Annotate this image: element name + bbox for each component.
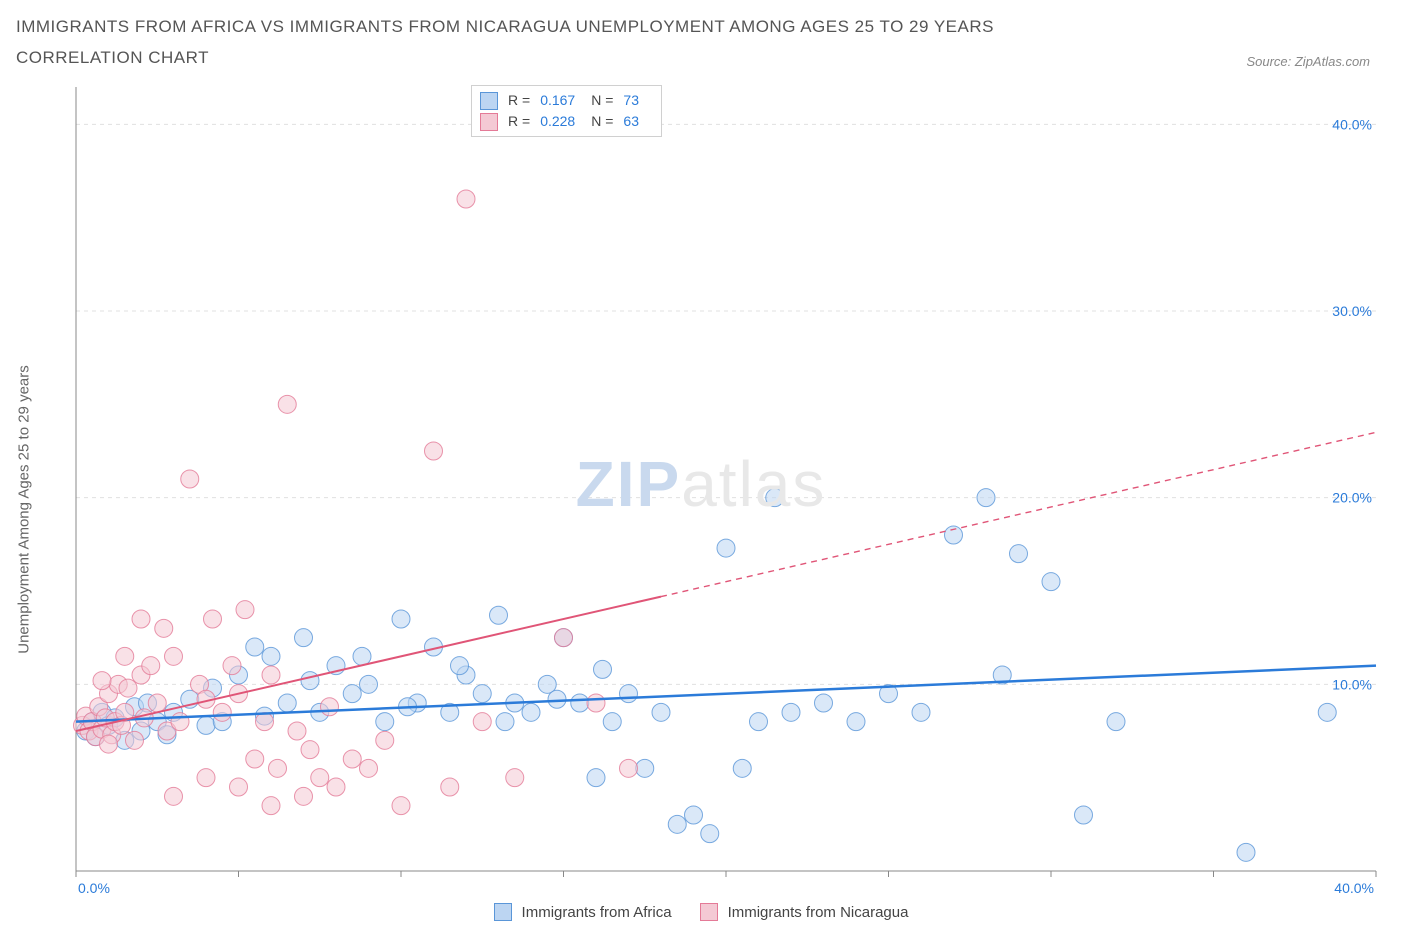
r-label: R = (508, 111, 530, 132)
svg-text:10.0%: 10.0% (1332, 677, 1372, 693)
legend-label-africa: Immigrants from Africa (522, 904, 672, 921)
stats-row-nicaragua: R = 0.228 N = 63 (480, 111, 649, 132)
r-value-africa: 0.167 (540, 90, 575, 111)
svg-text:40.0%: 40.0% (1332, 117, 1372, 133)
stats-row-africa: R = 0.167 N = 73 (480, 90, 649, 111)
n-value-nicaragua: 63 (623, 111, 639, 132)
r-value-nicaragua: 0.228 (540, 111, 575, 132)
header: IMMIGRANTS FROM AFRICA VS IMMIGRANTS FRO… (16, 12, 1390, 73)
chart-container: Unemployment Among Ages 25 to 29 years 0… (16, 81, 1386, 921)
y-axis-label: Unemployment Among Ages 25 to 29 years (16, 365, 33, 654)
r-label: R = (508, 90, 530, 111)
swatch-africa (494, 903, 512, 921)
legend-item-nicaragua: Immigrants from Nicaragua (700, 903, 909, 921)
source-attribution: Source: ZipAtlas.com (1246, 54, 1390, 73)
legend-item-africa: Immigrants from Africa (494, 903, 672, 921)
scatter-plot-svg: 0.0% 40.0% 10.0% 20.0% 30.0% 40.0% (16, 81, 1386, 901)
swatch-nicaragua (700, 903, 718, 921)
svg-text:30.0%: 30.0% (1332, 303, 1372, 319)
svg-text:40.0%: 40.0% (1334, 880, 1374, 896)
swatch-nicaragua (480, 113, 498, 131)
svg-text:20.0%: 20.0% (1332, 490, 1372, 506)
legend-label-nicaragua: Immigrants from Nicaragua (728, 904, 909, 921)
n-label: N = (591, 90, 613, 111)
n-value-africa: 73 (623, 90, 639, 111)
stats-legend: R = 0.167 N = 73 R = 0.228 N = 63 (471, 85, 662, 137)
chart-title: IMMIGRANTS FROM AFRICA VS IMMIGRANTS FRO… (16, 12, 1116, 73)
n-label: N = (591, 111, 613, 132)
swatch-africa (480, 92, 498, 110)
svg-text:0.0%: 0.0% (78, 880, 110, 896)
series-legend: Immigrants from Africa Immigrants from N… (16, 903, 1386, 921)
